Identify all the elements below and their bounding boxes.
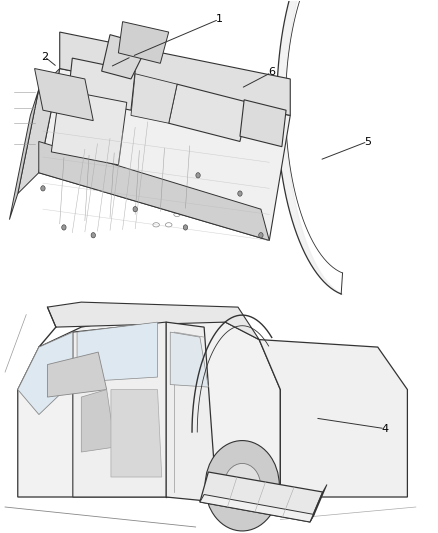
Polygon shape bbox=[81, 390, 115, 452]
Circle shape bbox=[62, 225, 66, 230]
Polygon shape bbox=[10, 90, 39, 220]
Polygon shape bbox=[39, 69, 290, 240]
Polygon shape bbox=[118, 22, 169, 63]
Circle shape bbox=[41, 185, 45, 191]
Polygon shape bbox=[111, 390, 162, 477]
Polygon shape bbox=[166, 322, 217, 502]
Polygon shape bbox=[166, 322, 234, 497]
Polygon shape bbox=[18, 332, 73, 415]
Polygon shape bbox=[310, 484, 327, 522]
Circle shape bbox=[224, 463, 261, 508]
Polygon shape bbox=[39, 141, 269, 240]
Polygon shape bbox=[47, 352, 107, 397]
Polygon shape bbox=[73, 322, 166, 497]
Text: 4: 4 bbox=[381, 424, 389, 434]
Circle shape bbox=[91, 232, 95, 238]
Polygon shape bbox=[51, 90, 127, 165]
Polygon shape bbox=[18, 69, 60, 193]
Circle shape bbox=[259, 232, 263, 238]
Text: 5: 5 bbox=[364, 136, 371, 147]
Circle shape bbox=[205, 441, 279, 531]
Polygon shape bbox=[200, 472, 323, 522]
Circle shape bbox=[238, 191, 242, 196]
Polygon shape bbox=[259, 340, 407, 497]
Polygon shape bbox=[47, 302, 259, 340]
Text: 6: 6 bbox=[268, 68, 275, 77]
Circle shape bbox=[196, 173, 200, 178]
Polygon shape bbox=[77, 322, 158, 382]
Circle shape bbox=[133, 206, 138, 212]
Polygon shape bbox=[102, 35, 148, 79]
Polygon shape bbox=[35, 69, 93, 120]
Polygon shape bbox=[200, 495, 314, 522]
Polygon shape bbox=[240, 100, 286, 147]
Polygon shape bbox=[131, 74, 177, 123]
Circle shape bbox=[183, 225, 187, 230]
Polygon shape bbox=[68, 58, 135, 110]
Text: 2: 2 bbox=[41, 52, 48, 61]
Polygon shape bbox=[18, 314, 280, 497]
Polygon shape bbox=[60, 32, 290, 116]
Polygon shape bbox=[170, 332, 208, 387]
Text: 1: 1 bbox=[215, 14, 223, 25]
Polygon shape bbox=[169, 84, 248, 141]
